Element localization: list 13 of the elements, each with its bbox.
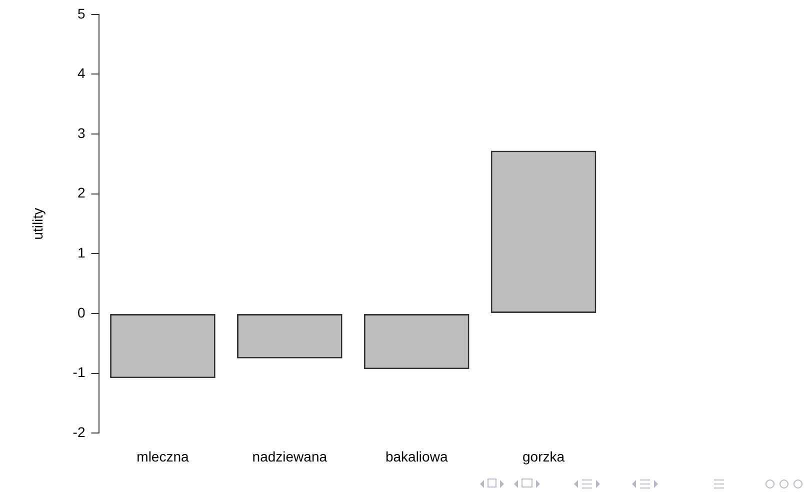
y-tick-label: 3 — [77, 124, 86, 141]
y-tick-label: 1 — [77, 244, 86, 261]
x-tick-label: nadziewana — [252, 448, 328, 464]
x-tick-label: gorzka — [522, 448, 565, 464]
y-tick-label: 5 — [77, 5, 86, 22]
x-tick-label: mleczna — [136, 448, 189, 464]
y-tick-label: -2 — [72, 424, 86, 440]
y-tick-label: 2 — [77, 184, 86, 201]
y-axis-title: utility — [29, 208, 46, 240]
y-tick-label: -1 — [72, 364, 86, 380]
x-tick-label: bakaliowa — [385, 448, 448, 464]
y-tick-label: 0 — [77, 304, 86, 320]
y-tick-label: 4 — [77, 65, 86, 82]
